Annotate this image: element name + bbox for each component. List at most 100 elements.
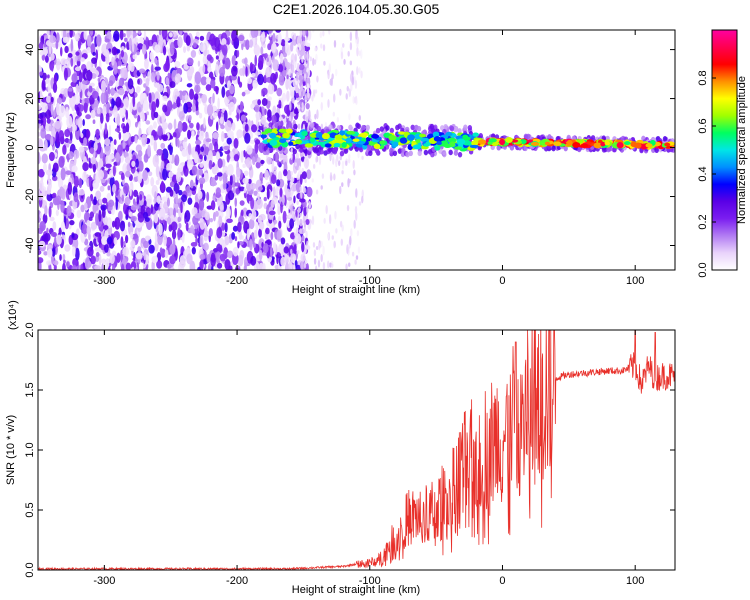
noise-cell (60, 221, 66, 232)
noise-cell (191, 247, 196, 255)
noise-cell (301, 101, 304, 112)
noise-cell (54, 195, 62, 206)
noise-cell (320, 240, 323, 248)
noise-cell (350, 228, 353, 237)
noise-cell (83, 137, 88, 147)
noise-cell (177, 216, 182, 223)
noise-cell (232, 187, 237, 194)
noise-cell (82, 118, 85, 127)
noise-cell (305, 218, 310, 225)
noise-cell (205, 84, 212, 91)
noise-cell (63, 87, 69, 98)
noise-cell (290, 147, 293, 154)
noise-cell (320, 123, 324, 130)
noise-cell (81, 223, 88, 235)
noise-cell (237, 75, 241, 85)
noise-cell (170, 221, 178, 232)
noise-cell (317, 259, 321, 268)
noise-cell (206, 103, 214, 117)
noise-cell (154, 66, 161, 71)
noise-cell (46, 244, 53, 249)
noise-cell (47, 248, 53, 258)
noise-cell (129, 184, 132, 197)
noise-cell (260, 115, 267, 125)
noise-cell (38, 131, 41, 137)
noise-cell (320, 43, 323, 49)
noise-cell (245, 39, 250, 51)
carrier-halo-cell (523, 133, 529, 140)
noise-cell (131, 108, 138, 116)
noise-cell (168, 32, 173, 38)
noise-cell (38, 240, 46, 248)
noise-cell (333, 173, 336, 181)
noise-cell (103, 225, 109, 230)
noise-cell (205, 76, 212, 85)
carrier-halo-cell (316, 125, 322, 132)
noise-cell (346, 85, 349, 92)
spectrogram-heatmap (38, 30, 675, 270)
noise-cell (305, 116, 309, 122)
noise-cell (67, 52, 73, 58)
noise-cell (290, 248, 293, 255)
noise-cell (278, 64, 284, 73)
noise-cell (137, 121, 141, 129)
noise-cell (216, 227, 223, 239)
noise-cell (133, 175, 139, 182)
carrier-core-cell (294, 139, 303, 145)
noise-cell (137, 30, 142, 35)
noise-cell (185, 222, 189, 232)
noise-cell (210, 254, 216, 267)
noise-cell (118, 87, 125, 96)
noise-cell (254, 54, 258, 67)
noise-cell (232, 225, 239, 232)
noise-cell (167, 122, 173, 130)
noise-cell (304, 59, 307, 68)
noise-cell (168, 170, 173, 178)
noise-cell (220, 131, 225, 143)
noise-cell (231, 65, 238, 77)
noise-cell (262, 242, 269, 254)
noise-cell (291, 183, 298, 192)
noise-cell (187, 129, 192, 140)
noise-cell (216, 262, 223, 269)
noise-cell (293, 228, 297, 237)
noise-cell (93, 141, 98, 151)
noise-cell (351, 75, 355, 86)
noise-cell (147, 144, 151, 157)
noise-cell (131, 41, 135, 53)
noise-cell (226, 137, 232, 145)
noise-cell (289, 101, 292, 112)
noise-cell (100, 92, 107, 105)
noise-cell (234, 207, 238, 218)
noise-cell (98, 169, 105, 180)
carrier-core-cell (360, 132, 369, 137)
noise-cell (358, 50, 361, 57)
noise-cell (207, 66, 212, 73)
carrier-core-cell (645, 143, 653, 148)
noise-cell (38, 168, 45, 178)
noise-cell (187, 57, 194, 66)
noise-cell (234, 197, 238, 207)
noise-cell (198, 99, 202, 104)
noise-cell (212, 92, 215, 104)
noise-cell (46, 118, 51, 124)
noise-cell (154, 57, 158, 64)
noise-cell (143, 200, 147, 207)
noise-cell (256, 192, 261, 200)
noise-cell (40, 127, 47, 139)
noise-cell (139, 92, 144, 105)
noise-cell (112, 164, 116, 177)
noise-cell (143, 30, 147, 41)
noise-cell (52, 221, 57, 231)
noise-cell (231, 122, 236, 131)
noise-cell (240, 150, 244, 163)
noise-cell (94, 265, 101, 270)
noise-cell (86, 226, 92, 235)
noise-cell (334, 210, 337, 220)
noise-cell (90, 109, 96, 119)
noise-cell (175, 191, 178, 205)
noise-cell (95, 128, 100, 138)
noise-cell (160, 160, 165, 169)
noise-cell (328, 30, 331, 35)
noise-cell (223, 110, 228, 123)
